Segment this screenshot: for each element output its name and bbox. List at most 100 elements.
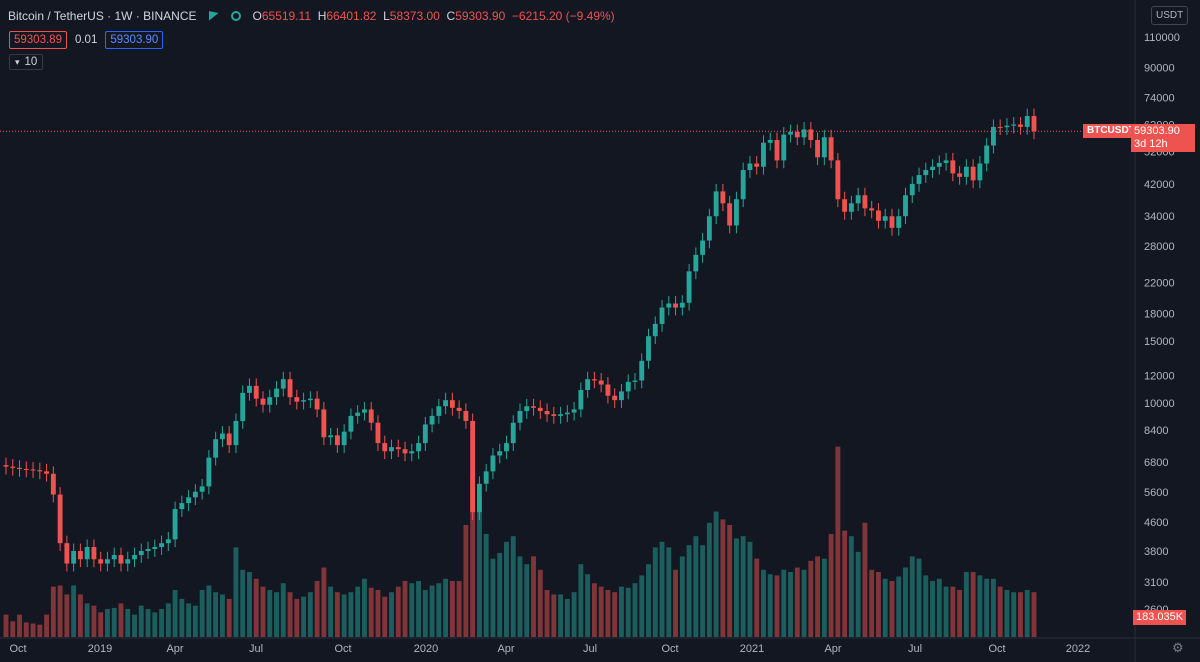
- candle-body: [3, 465, 9, 467]
- candle-body: [1011, 124, 1017, 126]
- candle-body: [943, 160, 949, 163]
- volume-bar: [362, 578, 367, 637]
- time-tick-label: Apr: [824, 643, 841, 655]
- volume-bar: [990, 578, 996, 637]
- candle-body: [84, 547, 90, 560]
- volume-bar: [23, 622, 29, 637]
- candle-body: [821, 137, 827, 158]
- volume-bar: [368, 587, 374, 637]
- price-tick-label: 42000: [1144, 179, 1175, 191]
- candle-body: [754, 163, 760, 167]
- candle-body: [713, 191, 719, 217]
- candle-body: [321, 409, 327, 438]
- candle-body: [280, 379, 286, 389]
- candle-body: [720, 191, 726, 204]
- volume-bar: [301, 596, 307, 637]
- volume-bar: [226, 598, 232, 637]
- candle-body: [544, 411, 550, 415]
- volume-indicator-toggle[interactable]: ▾ 10: [9, 54, 44, 70]
- candle-body: [761, 142, 766, 167]
- candle-body: [842, 199, 848, 212]
- candle-body: [463, 411, 469, 421]
- symbol-price-label: BTCUSDT: [1083, 124, 1139, 139]
- volume-bar: [997, 586, 1003, 637]
- candle-body: [449, 400, 455, 408]
- candle-body: [855, 195, 861, 204]
- candle-body: [179, 503, 185, 510]
- low-label: L: [383, 9, 390, 23]
- currency-button[interactable]: USDT: [1151, 6, 1189, 25]
- candle-body: [476, 483, 482, 513]
- candle-body: [348, 415, 354, 432]
- candle-body: [794, 132, 800, 138]
- candle-body: [1004, 125, 1010, 128]
- sell-price-button[interactable]: 59303.89: [9, 31, 67, 49]
- candle-body: [740, 170, 746, 200]
- volume-bar: [605, 589, 611, 637]
- volume-bar: [1011, 592, 1017, 637]
- candle-body: [835, 160, 841, 200]
- volume-bar: [470, 474, 476, 637]
- candle-body: [30, 469, 36, 471]
- price-tick-label: 4600: [1144, 517, 1168, 529]
- volume-bar: [727, 525, 733, 637]
- candle-body: [531, 406, 536, 408]
- buy-price-button[interactable]: 59303.90: [105, 31, 164, 49]
- volume-bar: [889, 581, 895, 637]
- volume-bar: [118, 603, 124, 637]
- volume-bar: [504, 541, 509, 637]
- change-value: −6215.20 (−9.49%): [511, 9, 615, 23]
- volume-bar: [280, 583, 286, 637]
- high-label: H: [317, 9, 327, 23]
- volume-bar: [105, 609, 110, 637]
- candle-body: [77, 550, 83, 560]
- volume-bar: [537, 569, 543, 637]
- candle-body: [889, 216, 895, 228]
- volume-bar: [416, 581, 421, 637]
- candle-body: [44, 471, 50, 474]
- time-tick-label: Apr: [166, 643, 183, 655]
- volume-bar: [673, 569, 678, 637]
- symbol-title[interactable]: Bitcoin / TetherUS · 1W · BINANCE: [8, 9, 197, 23]
- volume-bar: [186, 603, 192, 637]
- volume-price-label: 183.035K: [1133, 610, 1187, 625]
- candle-body: [774, 139, 780, 161]
- volume-bar: [970, 572, 976, 637]
- candle-body: [571, 409, 577, 413]
- gear-icon[interactable]: ⚙: [1172, 640, 1184, 655]
- volume-bar: [619, 586, 624, 637]
- volume-bar: [247, 572, 252, 637]
- candle-body: [368, 409, 374, 423]
- candle-body: [456, 407, 462, 412]
- volume-bar: [984, 578, 990, 637]
- volume-bar: [747, 541, 753, 637]
- volume-bar: [632, 583, 638, 637]
- candle-body: [111, 555, 117, 560]
- chevron-down-icon: ▾: [15, 56, 20, 67]
- candle-body: [808, 129, 814, 140]
- volume-bar: [808, 560, 814, 637]
- volume-bar: [389, 592, 394, 637]
- volume-bar: [720, 519, 726, 637]
- volume-bar: [314, 581, 320, 637]
- candle-body: [152, 547, 158, 549]
- candle-body: [23, 468, 29, 470]
- volume-bar: [463, 525, 469, 637]
- candle-body: [666, 303, 672, 308]
- candle-body: [226, 433, 232, 446]
- candle-body: [828, 137, 834, 161]
- volume-bar: [936, 578, 942, 637]
- candle-body: [733, 199, 739, 226]
- volume-bar: [923, 575, 929, 637]
- close-label: C: [446, 9, 456, 23]
- candle-body: [186, 497, 192, 504]
- volume-bar: [754, 558, 760, 637]
- volume-bar: [733, 538, 739, 637]
- candle-body: [686, 271, 692, 303]
- volume-bar: [71, 585, 77, 637]
- open-label: O: [252, 9, 262, 23]
- volume-bar: [84, 603, 90, 637]
- candle-body: [639, 360, 645, 381]
